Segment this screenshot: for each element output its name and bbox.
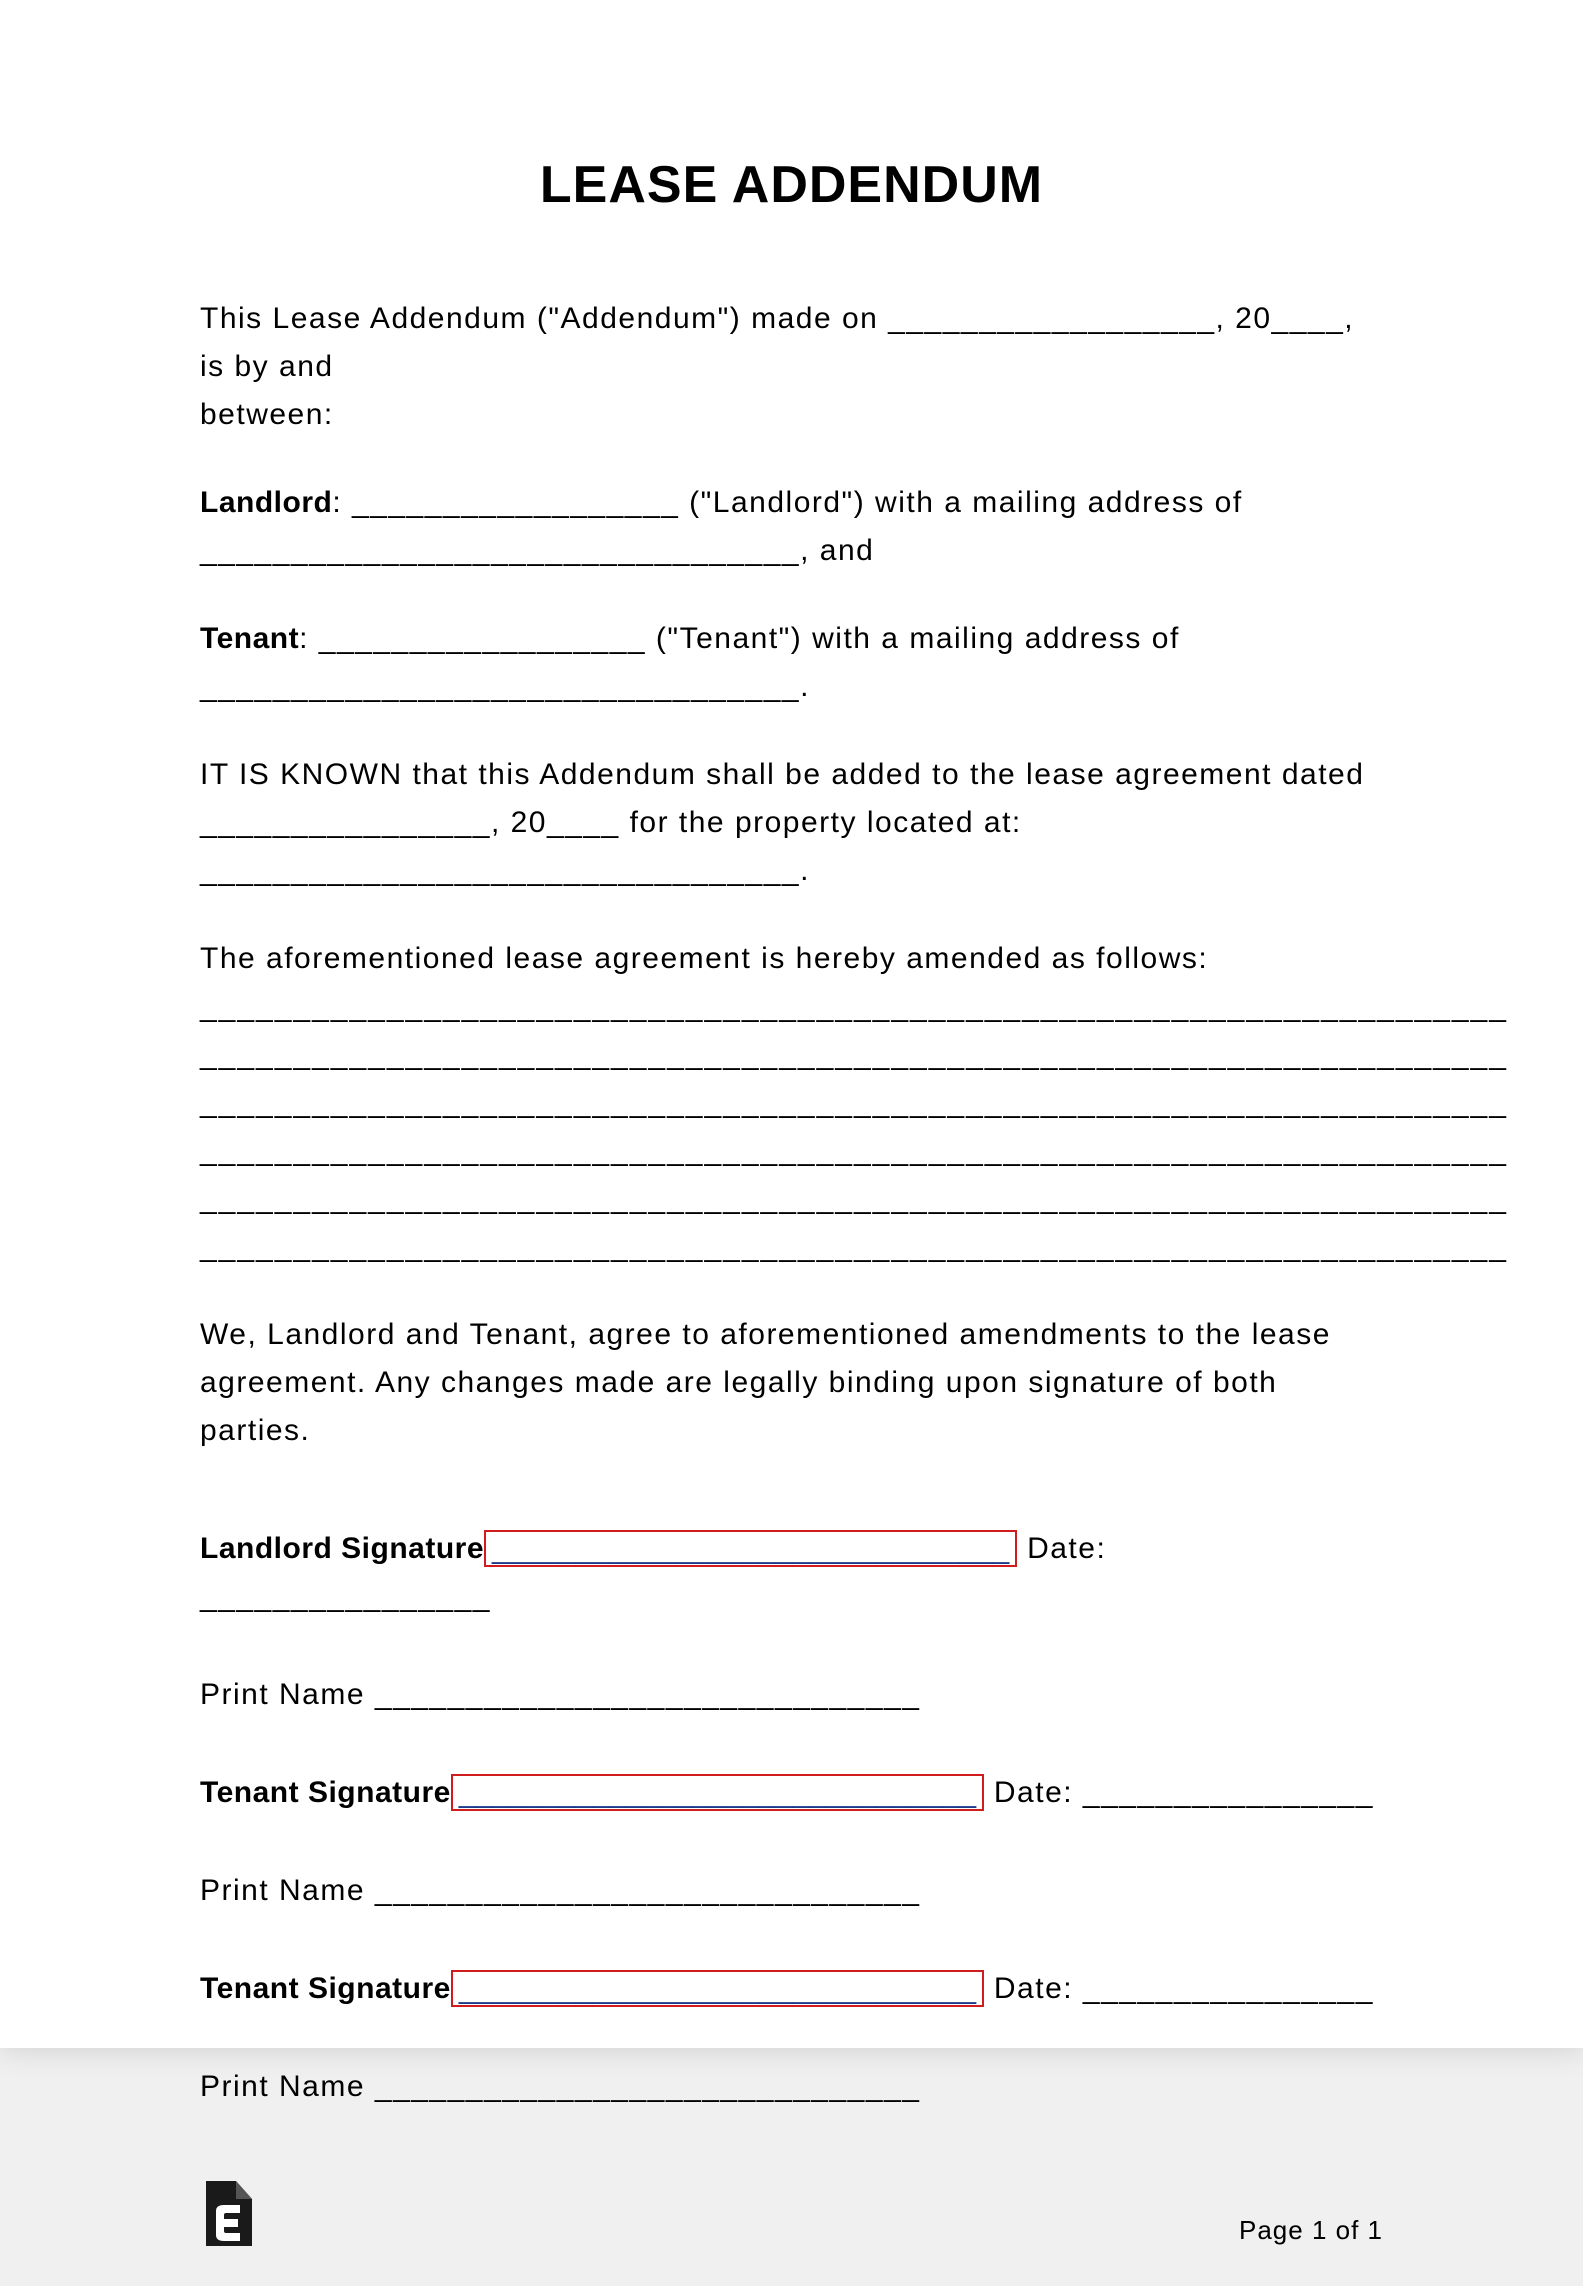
amendment-lines: ________________________________________… — [200, 990, 1508, 1263]
landlord-paragraph: Landlord: __________________ ("Landlord"… — [200, 479, 1383, 575]
tenant-signature-label-1: Tenant Signature — [200, 1776, 451, 1809]
known-paragraph: IT IS KNOWN that this Addendum shall be … — [200, 751, 1383, 895]
intro-text-1: This Lease Addendum ("Addendum") made on… — [200, 302, 1354, 383]
tenant-text-2: mailing address of — [909, 622, 1179, 655]
page-footer: Page 1 of 1 — [200, 2161, 1383, 2286]
agreement-paragraph: We, Landlord and Tenant, agree to aforem… — [200, 1311, 1383, 1455]
landlord-label: Landlord — [200, 486, 332, 519]
tenant-signature-field-2[interactable]: _______________________________ — [451, 1970, 984, 2007]
document-content: LEASE ADDENDUM This Lease Addendum ("Add… — [200, 50, 1383, 2161]
tenant-address-line: _________________________________. — [200, 670, 810, 703]
amended-intro-text: The aforementioned lease agreement is he… — [200, 942, 1208, 975]
landlord-text: : __________________ ("Landlord") with a… — [332, 486, 1242, 519]
amended-intro: The aforementioned lease agreement is he… — [200, 935, 1383, 1271]
landlord-print-name: Print Name _____________________________… — [200, 1671, 1383, 1719]
eforms-logo-icon — [200, 2181, 252, 2246]
tenant-signature-label-2: Tenant Signature — [200, 1972, 451, 2005]
tenant-print-name-2: Print Name _____________________________… — [200, 2063, 1383, 2111]
intro-text-2: between: — [200, 398, 334, 431]
tenant-date-label-1: Date: ________________ — [984, 1776, 1374, 1809]
intro-paragraph: This Lease Addendum ("Addendum") made on… — [200, 295, 1383, 439]
tenant-signature-field-1[interactable]: _______________________________ — [451, 1774, 984, 1811]
landlord-signature-label: Landlord Signature — [200, 1532, 484, 1565]
signature-section: Landlord Signature______________________… — [200, 1525, 1383, 2111]
landlord-address-line: _________________________________, and — [200, 534, 874, 567]
tenant-signature-line-1: Tenant Signature________________________… — [200, 1769, 1383, 1817]
tenant-label: Tenant — [200, 622, 299, 655]
document-page: LEASE ADDENDUM This Lease Addendum ("Add… — [0, 0, 1583, 2048]
landlord-signature-line: Landlord Signature______________________… — [200, 1525, 1383, 1621]
document-title: LEASE ADDENDUM — [200, 155, 1383, 215]
tenant-text: : __________________ ("Tenant") with a — [299, 622, 909, 655]
tenant-date-label-2: Date: ________________ — [984, 1972, 1374, 2005]
tenant-signature-line-2: Tenant Signature________________________… — [200, 1965, 1383, 2013]
landlord-signature-field[interactable]: _______________________________ — [484, 1530, 1017, 1567]
tenant-paragraph: Tenant: __________________ ("Tenant") wi… — [200, 615, 1383, 711]
tenant-print-name-1: Print Name _____________________________… — [200, 1867, 1383, 1915]
page-number: Page 1 of 1 — [1239, 2215, 1383, 2246]
